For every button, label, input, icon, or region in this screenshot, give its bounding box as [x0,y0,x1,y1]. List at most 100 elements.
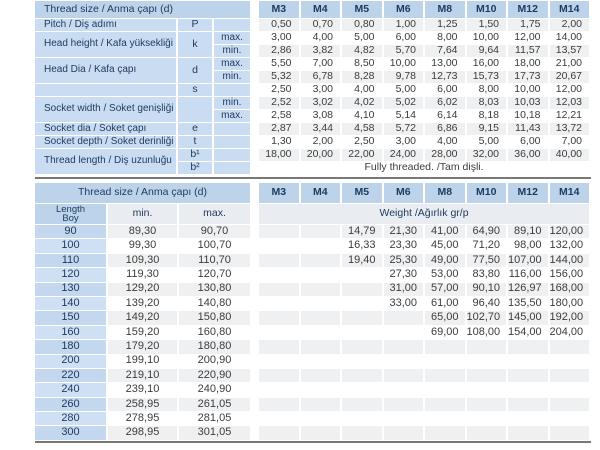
weight-cell [466,397,509,413]
weight-cell [383,412,426,427]
weight-cell: 107,00 [508,253,550,269]
weight-cell: 69,00 [425,325,467,341]
weight-band-header: Weight /Ağırlık gr/p [259,204,592,225]
gutter-cell [252,123,260,136]
dimension-value-cell: 11,57 [508,45,550,58]
max-cell: 240,90 [179,383,253,398]
dimension-value-cell: 13,72 [549,123,592,136]
minmax-cell: min. [214,45,253,58]
length-label-tr: Boy [62,213,79,224]
dimension-value-cell: 8,28 [342,71,384,84]
length-row: 220 219,10 220,90 [35,368,592,384]
weight-cell [549,397,592,413]
length-row: 300 298,95 301,05 [35,426,592,441]
dimension-value-cell: 22,00 [342,149,384,162]
size-header: M6 [383,1,426,19]
dimension-value-cell: 2,50 [342,136,384,149]
size-header: M5 [342,183,384,204]
length-cell: 260 [35,397,108,413]
length-cell: 120 [35,268,108,283]
dimension-value-cell: 8,03 [466,97,509,110]
gutter-cell [252,426,260,441]
weight-cell [342,296,384,312]
weight-cell [466,354,509,369]
weight-cell: 64,90 [466,225,509,240]
weight-cell: 156,00 [549,268,592,283]
gutter-cell [252,354,260,369]
weight-cell: 57,00 [425,282,467,297]
length-label-en: Length [55,204,86,215]
length-column-header: Length Boy [35,204,108,225]
minmax-cell: max. [214,110,253,123]
weight-cell [549,368,592,384]
dimension-value-cell: 6,02 [425,97,467,110]
dimension-value-cell: 4,00 [300,32,343,45]
weight-cell: 45,00 [425,239,467,254]
size-header: M12 [508,1,550,19]
symbol-cell: P [178,19,214,32]
min-cell: 89,30 [108,225,179,240]
weight-cell [259,311,301,326]
weight-cell [300,268,343,283]
gutter-cell [252,45,260,58]
dimension-value-cell: 14,00 [549,32,592,45]
min-cell: 219,10 [108,368,179,384]
dimension-value-cell: 9,64 [466,45,509,58]
symbol-cell: d [178,58,214,84]
dimension-value-cell: 12,00 [549,84,592,97]
dimension-value-cell: 8,18 [466,110,509,123]
dimension-value-cell: 4,58 [342,123,384,136]
minmax-cell: max. [214,32,253,45]
weight-cell [342,354,384,369]
weight-cell [259,239,301,254]
weight-cell [466,412,509,427]
weight-cell [300,282,343,297]
weight-cell [466,383,509,398]
weight-cell [425,397,467,413]
dimension-value-cell: 10,00 [508,84,550,97]
weight-cell [259,383,301,398]
symbol-cell: t [178,136,214,149]
min-cell: 239,10 [108,383,179,398]
size-header: M8 [425,183,467,204]
size-header: M14 [549,1,592,19]
weight-cell: 102,70 [466,311,509,326]
fully-threaded-cell: Fully threaded. /Tam dişli. [259,162,592,175]
weight-cell: 19,40 [342,253,384,269]
dimension-value-cell: 4,10 [342,110,384,123]
dimension-value-cell: 5,50 [259,58,301,71]
dimension-value-cell: 2,00 [300,136,343,149]
weight-cell: 89,10 [508,225,550,240]
gutter-cell [252,84,260,97]
weight-cell [425,383,467,398]
weight-cell [549,426,592,441]
dimension-value-cell: 20,00 [300,149,343,162]
dimension-value-cell: 5,70 [383,45,426,58]
weight-cell [508,340,550,355]
weight-cell: 116,00 [508,268,550,283]
table-separator-line [35,177,591,179]
weight-cell [259,253,301,269]
length-cell: 280 [35,412,108,427]
dimension-row: Head Dia / Kafa çapı d max. 5,50 7,00 8,50 10,… [35,58,592,84]
size-header: M12 [508,183,550,204]
size-header: M3 [259,1,301,19]
weight-cell: 21,30 [383,225,426,240]
dimension-value-cell: 1,30 [259,136,301,149]
min-cell: 159,20 [108,325,179,341]
weight-cell [383,354,426,369]
weight-cell [425,426,467,441]
dimension-value-cell: 5,14 [383,110,426,123]
weight-cell [259,397,301,413]
weight-cell [342,282,384,297]
size-header: M14 [549,183,592,204]
weight-cell: 83,80 [466,268,509,283]
symbol-cell: b² [178,162,214,175]
dimension-value-cell: 0,80 [342,19,384,32]
length-cell: 100 [35,239,108,254]
dimension-value-cell: 5,00 [466,136,509,149]
symbol-cell: b¹ [178,149,214,162]
weight-cell: 65,00 [425,311,467,326]
minmax-cell [214,84,253,97]
dimension-value-cell: 36,00 [508,149,550,162]
